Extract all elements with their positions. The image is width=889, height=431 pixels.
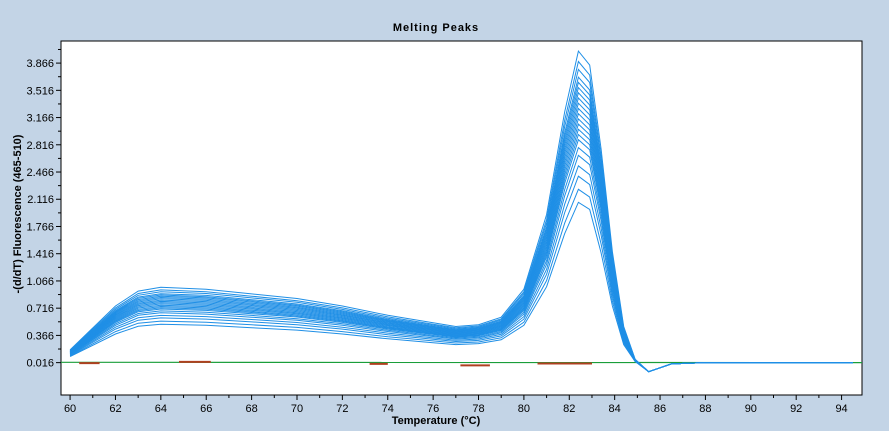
x-tick-label: 70: [291, 403, 303, 415]
x-tick-label: 74: [382, 403, 394, 415]
y-tick-label: 1.416: [26, 249, 54, 261]
y-tick-label: 1.066: [26, 276, 54, 288]
x-tick-label: 82: [563, 403, 575, 415]
y-tick-label: 3.866: [26, 58, 54, 70]
x-tick-label: 78: [472, 403, 484, 415]
x-tick-label: 90: [745, 403, 757, 415]
y-tick-label: 3.166: [26, 113, 54, 125]
x-tick-label: 92: [790, 403, 802, 415]
x-tick-label: 88: [699, 403, 711, 415]
y-tick-label: 1.766: [26, 221, 54, 233]
series-line-sample: [69, 49, 853, 373]
x-tick-label: 62: [109, 403, 121, 415]
x-tick-label: 94: [835, 403, 847, 415]
x-tick-label: 60: [64, 403, 76, 415]
x-axis-label: Temperature (°C): [392, 415, 481, 427]
y-tick-label: 3.516: [26, 85, 54, 97]
x-tick-label: 66: [200, 403, 212, 415]
y-tick-label: 0.716: [26, 303, 54, 315]
y-axis-label: -(d/dT) Fluorescence (465-510): [12, 134, 24, 293]
x-axis: 60 62 64 66 68 70 72 74 76 78 80 82 84 86 88 90 92 94: [64, 395, 848, 415]
series-layer: [60, 49, 863, 373]
plot-area: [60, 40, 863, 396]
x-tick-label: 86: [654, 403, 666, 415]
y-tick-label: 2.116: [27, 194, 54, 206]
x-tick-label: 72: [336, 403, 348, 415]
x-tick-label: 80: [518, 403, 530, 415]
y-axis: 0.016 0.366 0.716 1.066 1.416 1.766 2.116 2.466…: [26, 48, 61, 370]
y-tick-label: 2.816: [26, 140, 54, 152]
x-tick-label: 64: [155, 403, 167, 415]
x-tick-label: 84: [609, 403, 621, 415]
y-tick-label: 2.466: [26, 167, 54, 179]
chart-title: Melting Peaks: [393, 22, 479, 34]
y-tick-label: 0.016: [26, 358, 54, 370]
y-tick-label: 0.366: [26, 330, 54, 342]
x-tick-label: 76: [427, 403, 439, 415]
x-tick-label: 68: [245, 403, 257, 415]
